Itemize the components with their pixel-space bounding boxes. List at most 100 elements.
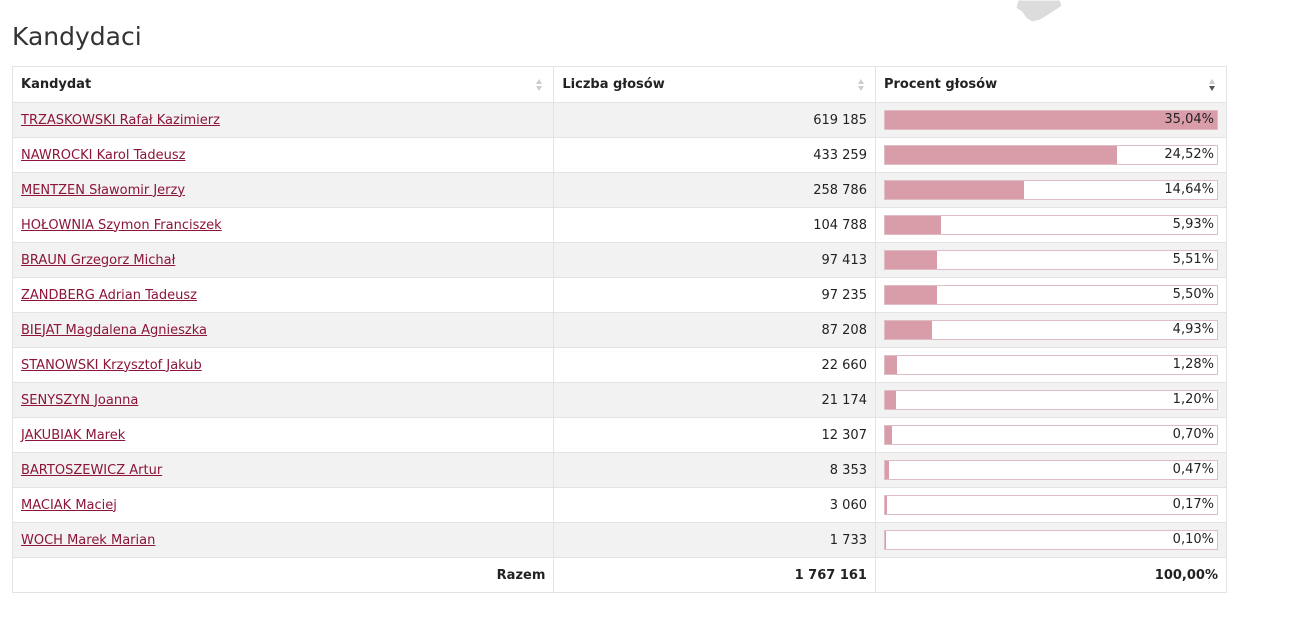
map-fragment-icon	[1015, 0, 1063, 23]
percent-cell: 24,52%	[874, 137, 1228, 173]
percent-cell: 1,28%	[874, 347, 1228, 383]
percent-bar-fill	[884, 251, 938, 269]
percent-bar: 4,93%	[883, 320, 1218, 340]
candidate-link[interactable]: TRZASKOWSKI Rafał Kazimierz	[21, 112, 220, 128]
percent-bar: 5,93%	[883, 215, 1218, 235]
percent-label: 0,10%	[1172, 532, 1214, 547]
percent-cell: 35,04%	[874, 102, 1228, 138]
candidate-cell: BIEJAT Magdalena Agnieszka	[11, 312, 555, 348]
votes-cell: 619 185	[553, 102, 876, 138]
sort-descending-icon[interactable]	[1208, 77, 1216, 93]
candidate-link[interactable]: HOŁOWNIA Szymon Franciszek	[21, 217, 222, 233]
candidate-link[interactable]: WOCH Marek Marian	[21, 532, 156, 548]
table-row: BRAUN Grzegorz Michał 97 413 5,51%	[11, 242, 1228, 278]
percent-bar-fill	[884, 111, 1217, 129]
candidate-cell: ZANDBERG Adrian Tadeusz	[11, 277, 555, 313]
percent-bar: 0,17%	[883, 495, 1218, 515]
candidate-link[interactable]: BIEJAT Magdalena Agnieszka	[21, 322, 207, 338]
table-row: NAWROCKI Karol Tadeusz 433 259 24,52%	[11, 137, 1228, 173]
percent-label: 4,93%	[1172, 322, 1214, 337]
percent-label: 5,50%	[1172, 287, 1214, 302]
votes-cell: 258 786	[553, 172, 876, 208]
candidate-link[interactable]: JAKUBIAK Marek	[21, 427, 126, 443]
column-header-label: Kandydat	[21, 77, 92, 92]
candidate-link[interactable]: BRAUN Grzegorz Michał	[21, 252, 176, 268]
table-row: TRZASKOWSKI Rafał Kazimierz 619 185 35,04%	[11, 102, 1228, 138]
percent-cell: 0,10%	[874, 522, 1228, 558]
percent-bar-fill	[884, 321, 932, 339]
percent-cell: 1,20%	[874, 382, 1228, 418]
percent-label: 5,51%	[1172, 252, 1214, 267]
percent-bar-fill	[884, 286, 938, 304]
votes-cell: 97 235	[553, 277, 876, 313]
table-row: JAKUBIAK Marek 12 307 0,70%	[11, 417, 1228, 453]
votes-cell: 433 259	[553, 137, 876, 173]
candidate-cell: HOŁOWNIA Szymon Franciszek	[11, 207, 555, 243]
candidate-cell: TRZASKOWSKI Rafał Kazimierz	[11, 102, 555, 138]
column-header-label: Procent głosów	[883, 77, 998, 92]
votes-cell: 104 788	[553, 207, 876, 243]
percent-label: 5,93%	[1172, 217, 1214, 232]
candidate-link[interactable]: STANOWSKI Krzysztof Jakub	[21, 357, 202, 373]
candidate-cell: SENYSZYN Joanna	[11, 382, 555, 418]
total-percent: 100,00%	[874, 557, 1228, 593]
candidate-link[interactable]: ZANDBERG Adrian Tadeusz	[21, 287, 197, 303]
column-header-votes[interactable]: Liczba głosów	[553, 66, 876, 103]
percent-bar: 5,50%	[883, 285, 1218, 305]
percent-cell: 5,93%	[874, 207, 1228, 243]
percent-label: 0,70%	[1172, 427, 1214, 442]
percent-label: 0,47%	[1172, 462, 1214, 477]
percent-bar: 0,70%	[883, 425, 1218, 445]
percent-cell: 0,17%	[874, 487, 1228, 523]
table-row: BIEJAT Magdalena Agnieszka 87 208 4,93%	[11, 312, 1228, 348]
sort-both-icon[interactable]	[535, 77, 543, 93]
percent-cell: 0,70%	[874, 417, 1228, 453]
table-row: STANOWSKI Krzysztof Jakub 22 660 1,28%	[11, 347, 1228, 383]
candidate-link[interactable]: BARTOSZEWICZ Artur	[21, 462, 163, 478]
votes-cell: 1 733	[553, 522, 876, 558]
percent-bar-fill	[884, 531, 886, 549]
page-title: Kandydaci	[12, 22, 142, 51]
sort-both-icon[interactable]	[857, 77, 865, 93]
candidate-cell: STANOWSKI Krzysztof Jakub	[11, 347, 555, 383]
percent-bar-fill	[884, 496, 887, 514]
percent-label: 14,64%	[1164, 182, 1214, 197]
table-header-row: Kandydat Liczba głosów Procent głosów	[11, 66, 1228, 103]
total-row: Razem 1 767 161 100,00%	[11, 557, 1228, 593]
percent-cell: 5,51%	[874, 242, 1228, 278]
candidate-cell: WOCH Marek Marian	[11, 522, 555, 558]
percent-cell: 5,50%	[874, 277, 1228, 313]
percent-cell: 4,93%	[874, 312, 1228, 348]
candidate-cell: MACIAK Maciej	[11, 487, 555, 523]
percent-label: 35,04%	[1164, 112, 1214, 127]
column-header-percent[interactable]: Procent głosów	[874, 66, 1228, 103]
votes-cell: 97 413	[553, 242, 876, 278]
percent-bar: 1,28%	[883, 355, 1218, 375]
percent-bar: 0,47%	[883, 460, 1218, 480]
percent-label: 0,17%	[1172, 497, 1214, 512]
column-header-candidate[interactable]: Kandydat	[11, 66, 555, 103]
table-row: HOŁOWNIA Szymon Franciszek 104 788 5,93%	[11, 207, 1228, 243]
percent-bar-fill	[884, 181, 1024, 199]
votes-cell: 3 060	[553, 487, 876, 523]
percent-bar-fill	[884, 356, 898, 374]
percent-bar: 24,52%	[883, 145, 1218, 165]
candidate-link[interactable]: MENTZEN Sławomir Jerzy	[21, 182, 186, 198]
percent-bar: 1,20%	[883, 390, 1218, 410]
percent-label: 1,20%	[1172, 392, 1214, 407]
percent-bar: 0,10%	[883, 530, 1218, 550]
total-votes: 1 767 161	[553, 557, 876, 593]
candidate-link[interactable]: NAWROCKI Karol Tadeusz	[21, 147, 186, 163]
votes-cell: 8 353	[553, 452, 876, 488]
candidate-link[interactable]: SENYSZYN Joanna	[21, 392, 139, 408]
percent-label: 24,52%	[1164, 147, 1214, 162]
percent-label: 1,28%	[1172, 357, 1214, 372]
percent-bar-fill	[884, 146, 1118, 164]
candidates-table: Kandydat Liczba głosów Procent głosów	[11, 66, 1228, 593]
candidate-cell: JAKUBIAK Marek	[11, 417, 555, 453]
table-row: SENYSZYN Joanna 21 174 1,20%	[11, 382, 1228, 418]
percent-bar-fill	[884, 216, 942, 234]
candidate-link[interactable]: MACIAK Maciej	[21, 497, 117, 513]
candidate-cell: BARTOSZEWICZ Artur	[11, 452, 555, 488]
